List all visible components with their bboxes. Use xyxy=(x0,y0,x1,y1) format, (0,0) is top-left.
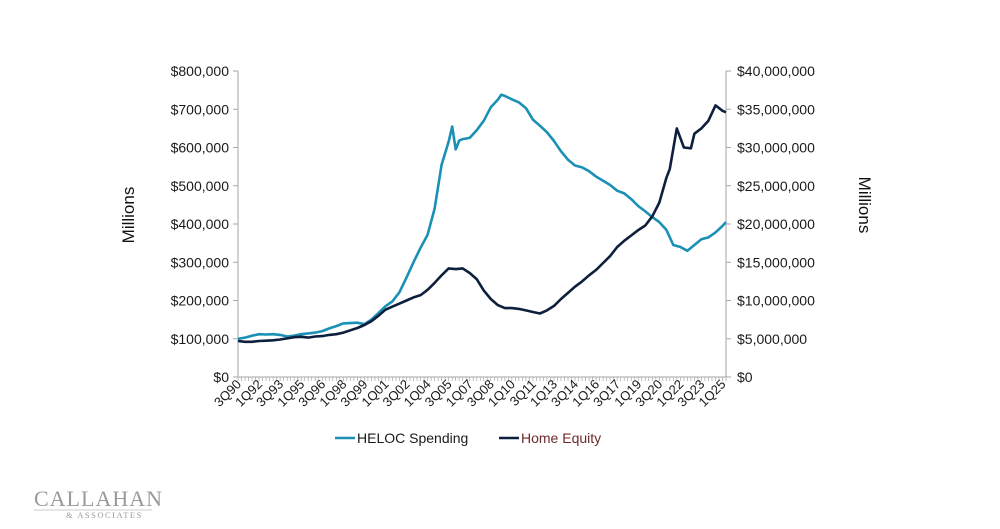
series-line-heloc-spending xyxy=(237,93,727,341)
y-right-tick-label: $5,000,000 xyxy=(737,331,807,347)
y-right-tick-label: $30,000,000 xyxy=(737,140,815,156)
y-right-tick-label: $20,000,000 xyxy=(737,216,815,232)
y-left-tick-label: $800,000 xyxy=(171,63,230,79)
y-left-tick-label: $0 xyxy=(213,369,229,385)
y-axis-right-title: Millions xyxy=(855,177,874,234)
logo-name: CALLAHAN xyxy=(34,486,163,511)
logo-sub: & ASSOCIATES xyxy=(66,510,143,520)
y-left-tick-label: $700,000 xyxy=(171,101,230,117)
y-left-tick-label: $500,000 xyxy=(171,178,230,194)
series-line-home-equity xyxy=(237,104,727,344)
y-axis-left: $0 $100,000 $200,000 $300,000 $400,000 $500,0… xyxy=(171,63,239,385)
legend-label-home-equity: Home Equity xyxy=(521,430,601,446)
y-left-tick-label: $400,000 xyxy=(171,216,230,232)
legend: HELOC Spending Home Equity xyxy=(335,430,601,446)
y-left-tick-label: $600,000 xyxy=(171,140,230,156)
y-right-tick-label: $0 xyxy=(737,369,753,385)
y-right-tick-label: $10,000,000 xyxy=(737,293,815,309)
y-right-tick-label: $40,000,000 xyxy=(737,63,815,79)
y-left-tick-label: $300,000 xyxy=(171,254,230,270)
y-right-tick-label: $25,000,000 xyxy=(737,178,815,194)
y-right-tick-label: $35,000,000 xyxy=(737,101,815,117)
y-axis-left-title: Millions xyxy=(119,187,138,244)
series-layer xyxy=(237,93,727,344)
callahan-logo: CALLAHAN & ASSOCIATES xyxy=(34,486,163,520)
y-left-tick-label: $200,000 xyxy=(171,293,230,309)
y-right-tick-label: $15,000,000 xyxy=(737,254,815,270)
legend-label-heloc-spending: HELOC Spending xyxy=(357,430,468,446)
y-left-tick-label: $100,000 xyxy=(171,331,230,347)
y-axis-right: $0 $5,000,000 $10,000,000 $15,000,000 $20,00… xyxy=(725,63,815,385)
x-axis: 3Q901Q923Q931Q953Q961Q983Q991Q013Q021Q04… xyxy=(211,376,729,410)
